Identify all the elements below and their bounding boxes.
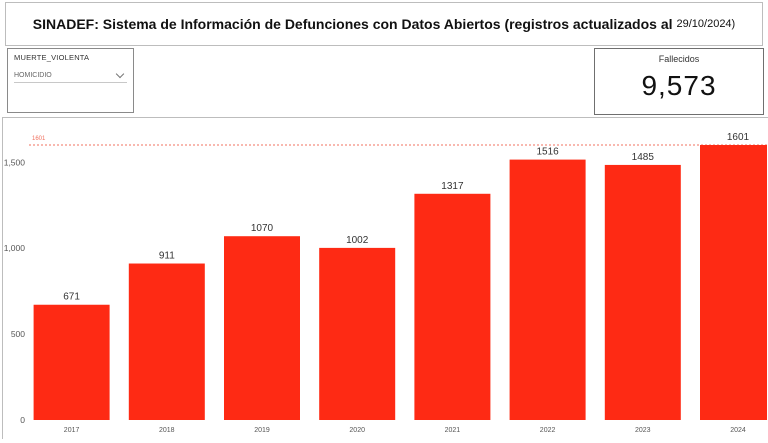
slicer-label: MUERTE_VIOLENTA xyxy=(14,53,90,62)
x-tick-label-2018: 2018 xyxy=(159,427,175,434)
x-tick-label-2017: 2017 xyxy=(64,427,80,434)
bar-2020 xyxy=(319,247,396,420)
muerte-violenta-slicer: MUERTE_VIOLENTA HOMICIDIO xyxy=(7,48,134,113)
kpi-label: Fallecidos xyxy=(658,54,700,64)
data-label-2023: 1485 xyxy=(632,152,655,163)
data-label-2022: 1516 xyxy=(536,147,559,158)
y-tick-label: 1,000 xyxy=(4,243,26,253)
kpi-value: 9,573 xyxy=(641,70,717,101)
x-tick-label-2021: 2021 xyxy=(445,427,461,434)
data-label-2017: 671 xyxy=(63,292,80,303)
chart-frame: 0 500 1,000 1,500 1601 671 2017 911 2018 1070 2019… xyxy=(2,117,768,439)
data-label-2020: 1002 xyxy=(346,235,369,246)
x-tick-label-2022: 2022 xyxy=(540,427,556,434)
data-label-2021: 1317 xyxy=(441,181,464,192)
bar-2018 xyxy=(128,263,205,420)
report-title-text: SINADEF: Sistema de Información de Defun… xyxy=(32,16,673,32)
x-tick-label-2019: 2019 xyxy=(254,427,270,434)
y-tick-label: 1,500 xyxy=(4,157,26,167)
bar-2022 xyxy=(509,159,586,420)
bar-2019 xyxy=(224,236,300,420)
x-tick-label-2023: 2023 xyxy=(635,427,651,434)
data-label-2019: 1070 xyxy=(251,223,274,234)
data-label-2024: 1601 xyxy=(727,132,750,143)
reference-line-label: 1601 xyxy=(32,136,46,142)
data-label-2018: 911 xyxy=(159,251,175,262)
y-tick-label: 0 xyxy=(20,415,25,425)
y-tick-label: 500 xyxy=(11,329,25,339)
bar-2023 xyxy=(604,164,681,420)
deaths-by-year-bar-chart: 0 500 1,000 1,500 1601 671 2017 911 2018 1070 2019… xyxy=(4,132,768,434)
chevron-down-icon xyxy=(115,69,125,78)
slicer-dropdown[interactable]: HOMICIDIO xyxy=(14,68,127,83)
x-tick-label-2020: 2020 xyxy=(349,427,365,434)
bar-2024 xyxy=(700,145,768,420)
bar-2021 xyxy=(414,193,491,420)
fallecidos-card: Fallecidos 9,573 xyxy=(594,48,764,115)
slicer-selected-value: HOMICIDIO xyxy=(14,71,52,79)
bar-2017 xyxy=(33,304,110,420)
report-update-date: 29/10/2024) xyxy=(676,18,736,30)
x-tick-label-2024: 2024 xyxy=(730,427,746,434)
report-title: SINADEF: Sistema de Información de Defun… xyxy=(5,2,763,46)
